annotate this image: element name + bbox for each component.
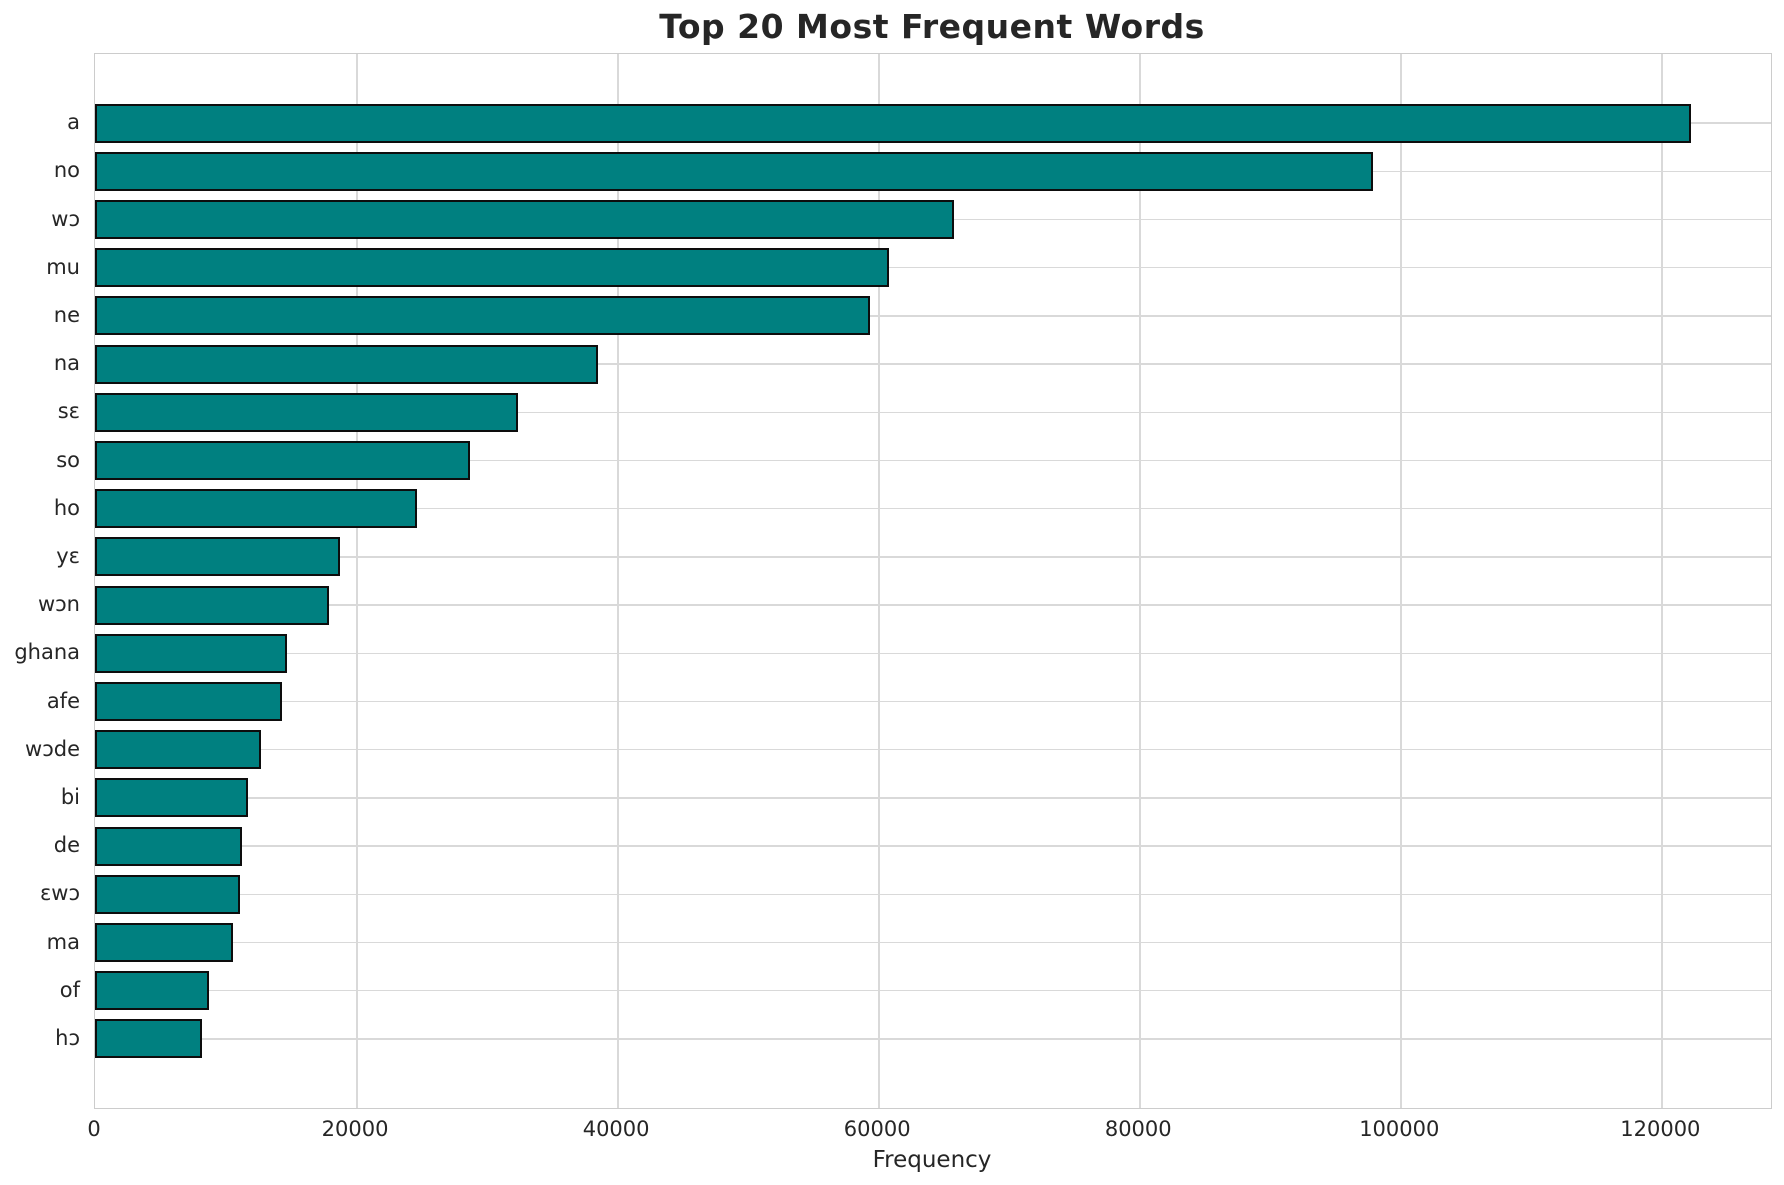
y-gridline — [95, 1038, 1771, 1040]
x-axis-title: Frequency — [872, 1147, 992, 1173]
x-tick-label: 80000 — [1104, 1117, 1172, 1141]
bar-wɔde — [95, 730, 261, 770]
y-gridline — [95, 556, 1771, 558]
bar-ghana — [95, 633, 287, 673]
x-gridline — [878, 54, 880, 1108]
x-tick-label: 120000 — [1620, 1117, 1701, 1141]
y-tick-label-wɔn: wɔn — [37, 592, 80, 617]
y-gridline — [95, 989, 1771, 992]
bar-na — [95, 344, 598, 384]
bar-so — [95, 441, 470, 480]
y-gridline — [95, 797, 1771, 799]
x-gridline — [1661, 54, 1663, 1108]
chart-title: Top 20 Most Frequent Words — [659, 7, 1205, 46]
y-tick-label-mu: mu — [46, 254, 80, 279]
y-tick-label-wɔde: wɔde — [25, 736, 80, 761]
y-tick-label-ghana: ghana — [14, 640, 80, 665]
bar-mu — [95, 248, 889, 288]
y-gridline — [95, 459, 1771, 462]
y-tick-label-ma: ma — [46, 929, 80, 954]
y-tick-label-ɛwɔ: ɛwɔ — [39, 881, 80, 906]
y-tick-label-of: of — [59, 977, 80, 1002]
y-tick-label-so: so — [56, 447, 80, 472]
bar-yɛ — [95, 537, 341, 577]
y-tick-label-a: a — [67, 110, 80, 135]
y-tick-label-ho: ho — [53, 495, 80, 520]
bar-hɔ — [95, 1019, 203, 1059]
y-gridline — [95, 604, 1771, 606]
y-gridline — [95, 652, 1771, 655]
y-tick-label-afe: afe — [46, 688, 80, 713]
bar-ne — [95, 296, 871, 336]
y-tick-label-hɔ: hɔ — [55, 1025, 80, 1050]
bar-ɛwɔ — [95, 874, 240, 914]
y-tick-label-yɛ: yɛ — [56, 543, 80, 568]
x-gridline — [1400, 54, 1402, 1108]
y-gridline — [95, 700, 1771, 703]
x-gridline — [617, 54, 619, 1108]
y-gridline — [95, 315, 1771, 317]
y-tick-label-sɛ: sɛ — [57, 399, 80, 424]
y-gridline — [95, 893, 1771, 896]
y-gridline — [95, 411, 1771, 414]
y-gridline — [95, 941, 1771, 944]
bar-of — [95, 971, 209, 1011]
y-gridline — [95, 748, 1771, 751]
y-tick-label-no: no — [53, 158, 80, 183]
x-tick-label: 100000 — [1359, 1117, 1440, 1141]
x-tick-label: 40000 — [582, 1117, 650, 1141]
bar-ho — [95, 489, 418, 529]
x-gridline — [356, 54, 358, 1108]
bar-no — [95, 151, 1373, 191]
y-tick-label-de: de — [53, 833, 80, 858]
bar-wɔn — [95, 585, 329, 625]
y-gridline — [95, 266, 1771, 269]
bar-afe — [95, 682, 282, 721]
bar-wɔ — [95, 200, 954, 239]
bar-sɛ — [95, 392, 518, 432]
x-tick-label: 60000 — [843, 1117, 911, 1141]
x-tick-label: 20000 — [321, 1117, 389, 1141]
y-tick-label-na: na — [53, 351, 80, 376]
bar-bi — [95, 778, 248, 818]
bar-de — [95, 826, 243, 866]
y-tick-label-ne: ne — [53, 302, 80, 327]
y-tick-label-wɔ: wɔ — [51, 206, 80, 231]
y-tick-label-bi: bi — [60, 784, 80, 809]
x-gridline — [1139, 54, 1141, 1108]
y-gridline — [95, 845, 1771, 847]
plot-area — [94, 53, 1772, 1109]
y-gridline — [95, 507, 1771, 510]
y-gridline — [95, 363, 1771, 365]
bar-ma — [95, 923, 234, 962]
x-tick-label: 0 — [87, 1117, 101, 1141]
bar-a — [95, 103, 1692, 143]
